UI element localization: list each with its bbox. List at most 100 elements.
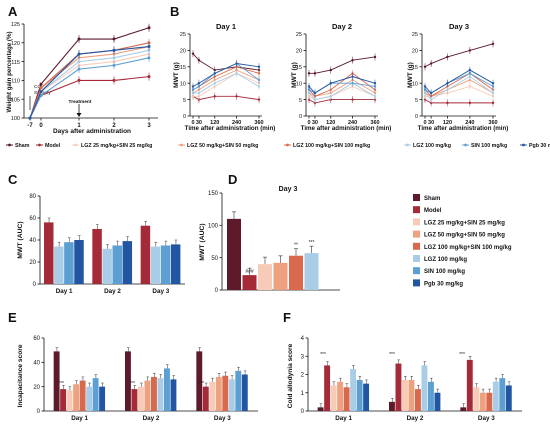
panel-e-bar (73, 384, 80, 411)
panel-f-bar (473, 387, 480, 411)
panel-b-2-y-tick-label: 15 (296, 65, 302, 71)
legend-marker-dot (522, 143, 525, 147)
legend-label: LGZ 100 mg/kg (413, 143, 451, 149)
annotation-surgery: Surgery (34, 90, 51, 96)
panel-b-point (257, 98, 261, 101)
annotation-treatment: Treatment (69, 99, 92, 105)
panel-a-point (39, 86, 43, 90)
legend-label: LGZ 25 mg/kg+SIN 25 mg/kg (81, 143, 152, 149)
panel-a-point (147, 75, 151, 79)
panel-d-y-tick-label: 150 (208, 191, 219, 197)
panel-b-point (468, 49, 472, 52)
legend-marker-dot (74, 143, 77, 147)
panel-f-y-label: Cold allodynia score (287, 343, 294, 408)
panel-b-1-y-tick-label: 5 (183, 98, 186, 104)
panel-f-bar (363, 383, 370, 411)
panel-f-bar (337, 381, 344, 411)
panel-c-y-tick-label: 80 (29, 194, 36, 200)
legend-d-label: Sham (424, 196, 440, 202)
panel-e-bar (125, 351, 131, 411)
panel-c-bar (160, 245, 171, 284)
panel-a-point (112, 78, 116, 82)
panel-b-point (351, 82, 354, 85)
legend-marker-dot (8, 143, 11, 147)
panel-b-1-y-tick-label: 0 (183, 114, 186, 120)
panel-c-category-label: Day 1 (56, 288, 73, 295)
panel-b-point (197, 91, 201, 95)
panel-b-point (329, 95, 332, 98)
panel-b-point (351, 59, 354, 62)
panel-a-point (77, 37, 81, 41)
panel-e-bar (66, 390, 73, 411)
panel-a-y-tick-label: 115 (11, 60, 20, 66)
panel-b-3-y-tick-label: 20 (412, 49, 418, 55)
panel-f-bar (479, 392, 486, 411)
panel-f-annotation: *** (459, 352, 465, 358)
panel-e-bar (92, 378, 99, 411)
panel-e-y-tick-label: 20 (33, 385, 40, 391)
panel-b-x-tick-label: 360 (488, 120, 497, 126)
panel-d-title: Day 3 (279, 186, 298, 193)
panel-b-x-tick-label: 240 (465, 120, 474, 126)
panel-b-x-tick-label: 120 (443, 120, 452, 126)
panel-e-bar (99, 386, 106, 411)
panel-b-point (468, 68, 472, 72)
panel-f-bar (324, 365, 331, 411)
panel-c-category-label: Day 3 (152, 288, 169, 295)
panel-f-bar (486, 392, 493, 411)
panel-e-annotation: *** (198, 381, 204, 387)
panel-b-series-line (192, 63, 260, 91)
panel-b-1-y-tick-label: 15 (180, 65, 186, 71)
panel-b-point (491, 91, 495, 95)
panel-b-point (307, 72, 311, 75)
panel-b-point (235, 72, 238, 75)
panel-b-point (313, 91, 317, 95)
legend-label: LGZ 100 mg/kg+SIN 100 mg/kg (293, 143, 370, 149)
panel-b-x-tick-label: 240 (348, 120, 357, 126)
panel-a-x-tick-label: 0 (39, 123, 43, 129)
panel-b-point (468, 85, 472, 88)
panel-b-point (373, 95, 377, 98)
annotation-cci: CCI (34, 84, 42, 90)
panel-b-3-y-tick-label: 15 (412, 65, 418, 71)
panel-e-bar (86, 386, 93, 411)
panel-e-bar (222, 375, 229, 411)
panel-b-x-tick-label: 30 (312, 120, 318, 126)
panel-b-point (197, 59, 201, 62)
panel-b-x-tick-label: 360 (254, 120, 263, 126)
panel-b-point (491, 42, 495, 46)
panel-c-bar (170, 244, 181, 284)
panel-b-series-line (193, 72, 260, 97)
panel-b-point (373, 55, 377, 59)
panel-b-point (446, 82, 449, 85)
panel-e-bar (241, 374, 248, 411)
panel-f-bar (492, 381, 499, 411)
panel-b-point (468, 101, 472, 105)
panel-d-y-tick-label: 50 (211, 256, 218, 262)
panel-d-y-tick-label: 0 (215, 288, 219, 294)
panel-a-y-label: Weight gain percentage (%) (6, 31, 13, 112)
panel-c-bar (74, 240, 84, 284)
panel-b-x-label: Time after administration (min) (185, 125, 276, 132)
panel-b-point (213, 95, 216, 98)
legend-marker-dot (180, 143, 183, 147)
panel-d-bar (242, 275, 257, 290)
panel-c-y-tick-label: 20 (29, 260, 36, 266)
panel-f-bar (343, 387, 350, 411)
panel-d-bar (273, 262, 288, 290)
panel-b-point (329, 82, 332, 85)
legend-d-label: LGZ 100 mg/kg+SIN 100 mg/kg (424, 245, 512, 251)
panel-a-y-tick-label: 105 (11, 97, 20, 103)
panel-b-point (235, 62, 238, 65)
panel-b-x-tick-label: 240 (232, 120, 241, 126)
panel-c-y-label: MWT (AUC) (17, 221, 24, 258)
panel-b-3-y-tick-label: 25 (412, 32, 418, 38)
panel-a-point (77, 52, 81, 56)
panel-e-bar (131, 389, 138, 411)
panel-f-bar (428, 381, 434, 411)
panel-f-bar (356, 379, 363, 411)
panel-b-point (213, 82, 216, 85)
legend-marker-dot (406, 143, 409, 147)
legend-d-swatch (413, 194, 420, 201)
